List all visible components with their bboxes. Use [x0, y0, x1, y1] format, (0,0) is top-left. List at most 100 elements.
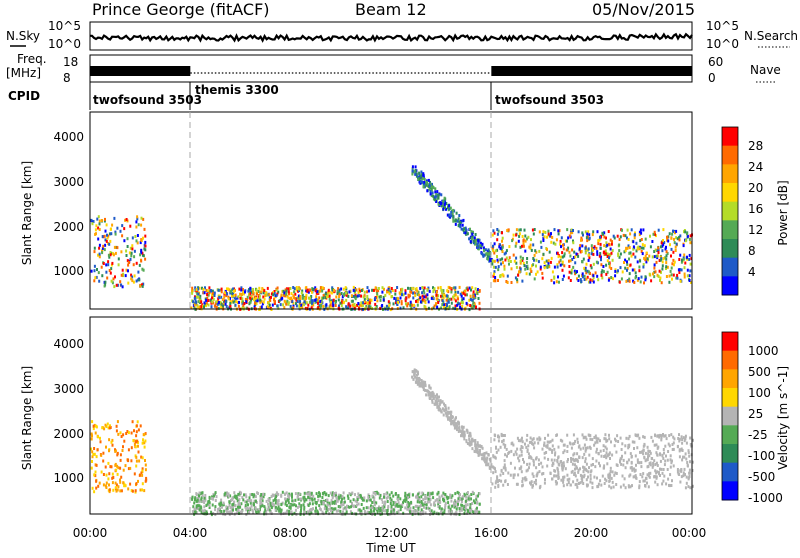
power-cell — [673, 263, 675, 267]
velocity-cell — [468, 434, 470, 438]
velocity-cell — [285, 491, 288, 495]
power-cell — [614, 269, 617, 273]
velocity-cell — [647, 452, 650, 456]
velocity-cell — [611, 470, 614, 474]
velocity-cell — [551, 464, 554, 467]
velocity-cell — [440, 507, 443, 511]
power-cell — [475, 238, 478, 242]
velocity-cell — [535, 466, 538, 470]
power-cell — [143, 247, 146, 251]
velocity-cell — [608, 452, 611, 456]
velocity-cell — [212, 497, 215, 501]
velocity-cell — [435, 402, 438, 406]
power-cell — [591, 233, 594, 237]
velocity-cell — [649, 461, 652, 465]
power-cell — [206, 293, 209, 296]
velocity-cell — [326, 498, 329, 502]
power-cell — [557, 229, 560, 233]
velocity-cell — [433, 510, 436, 514]
power-cell — [394, 292, 397, 296]
velocity-cell — [646, 481, 648, 485]
power-cell — [190, 306, 193, 310]
velocity-cell — [604, 454, 607, 458]
power-cell — [661, 264, 664, 268]
velocity-cell — [194, 496, 197, 500]
velocity-cell — [562, 461, 565, 465]
power-cell — [533, 277, 536, 281]
power-cell — [559, 263, 562, 267]
velocity-cell — [302, 503, 305, 507]
power-cell — [400, 288, 402, 292]
power-cell — [300, 304, 303, 307]
power-cell — [487, 255, 490, 259]
velocity-cell — [378, 496, 381, 500]
velocity-cell — [478, 452, 481, 456]
power-cell — [108, 255, 111, 259]
noise-sky-label: N.Sky — [6, 29, 40, 43]
power-cell — [321, 289, 324, 293]
power-cell — [197, 287, 200, 291]
power-cell — [305, 293, 308, 297]
velocity-cell — [497, 448, 500, 452]
velocity-cell — [397, 509, 400, 513]
velocity-cell — [431, 398, 434, 402]
power-cell — [682, 244, 685, 248]
power-cell — [142, 253, 144, 257]
power-cell — [191, 291, 194, 295]
power-cell — [94, 232, 97, 236]
velocity-cell — [126, 458, 129, 462]
velocity-cell — [687, 485, 690, 489]
power-cell — [232, 287, 235, 291]
power-cell — [255, 296, 258, 300]
velocity-cell — [371, 494, 374, 498]
power-cell — [454, 299, 457, 303]
velocity-cb-tick-100: 100 — [748, 386, 771, 400]
power-cell — [460, 294, 463, 298]
velocity-cell — [115, 468, 118, 472]
power-cell — [443, 196, 446, 200]
velocity-cell — [294, 492, 297, 496]
power-cell — [586, 239, 589, 243]
power-cell — [635, 241, 638, 245]
power-cell — [130, 254, 133, 258]
power-cell — [277, 306, 280, 310]
power-cell — [533, 253, 536, 257]
power-cell — [631, 268, 634, 272]
power-cell — [360, 294, 363, 298]
power-cell — [429, 190, 432, 193]
power-cell — [670, 273, 673, 277]
velocity-cell — [102, 473, 105, 476]
velocity-cell — [115, 483, 118, 487]
power-cell — [475, 290, 478, 293]
power-cell — [240, 286, 243, 290]
velocity-cell — [271, 493, 274, 497]
power-cell — [500, 262, 503, 266]
power-cell — [102, 244, 105, 248]
velocity-cell — [373, 503, 376, 507]
velocity-cell — [440, 494, 443, 498]
velocity-cell — [573, 458, 576, 462]
power-cell — [101, 249, 104, 253]
velocity-cell — [481, 457, 484, 461]
velocity-cell — [447, 496, 450, 500]
velocity-cell — [276, 502, 279, 505]
power-cell — [361, 304, 364, 308]
power-cell — [311, 301, 313, 305]
power-ytick-1000: 1000 — [53, 264, 84, 278]
power-cell — [637, 245, 640, 249]
power-cell — [567, 246, 570, 250]
power-cell — [454, 293, 457, 297]
power-cell — [321, 296, 323, 300]
velocity-cell — [573, 473, 576, 476]
velocity-cell — [528, 440, 531, 444]
power-cell — [239, 292, 242, 296]
power-cell — [567, 276, 570, 280]
velocity-cell — [249, 501, 252, 505]
power-cell — [579, 278, 582, 282]
velocity-cell — [406, 507, 409, 511]
power-cell — [585, 271, 588, 275]
power-cell — [205, 304, 207, 308]
velocity-cell — [512, 453, 515, 457]
power-cell — [124, 274, 127, 278]
